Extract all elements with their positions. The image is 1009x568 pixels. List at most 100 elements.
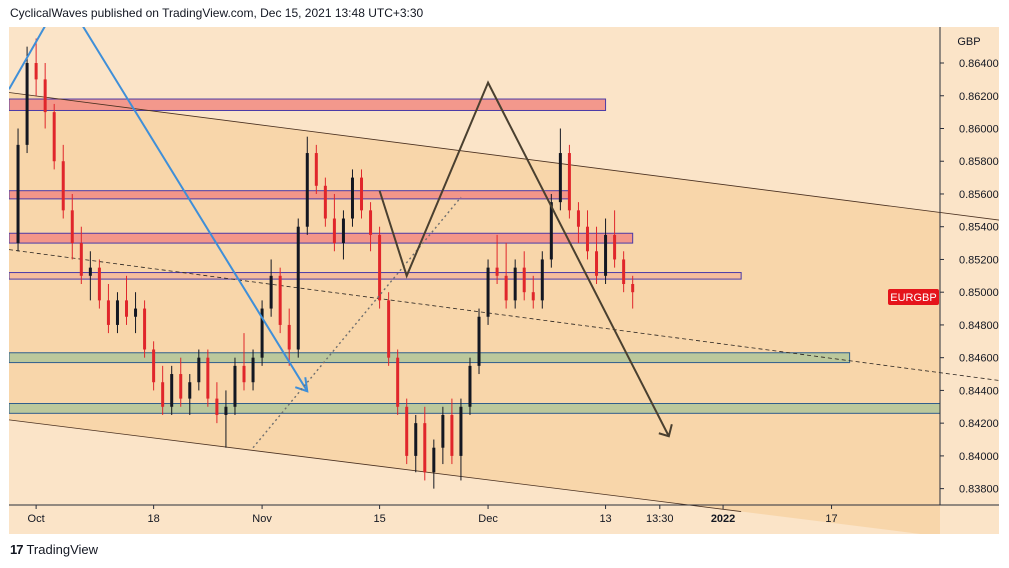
support-zone-5 [9, 403, 941, 414]
channel-upper-line [9, 92, 999, 221]
candle-body-6 [70, 210, 74, 244]
price-tick-label-11: 0.84200 [959, 418, 999, 430]
candle-body-47 [441, 414, 445, 448]
price-axis-ticks: 0.86400 0.86200 0.86000 0.85800 0.85600 0.854… [940, 58, 999, 496]
time-tick-label-5: 13 [599, 513, 611, 525]
price-tick-label-8: 0.84800 [959, 320, 999, 332]
price-tick-label-9: 0.84600 [959, 353, 999, 365]
candle-body-36 [341, 218, 345, 244]
candle-body-20 [197, 357, 201, 383]
candle-body-41 [387, 300, 391, 358]
price-tick-label-0: 0.86400 [959, 58, 999, 70]
tradingview-logo-icon[interactable]: 17 [10, 542, 24, 557]
price-tick-label-3: 0.85800 [959, 156, 999, 168]
candle-body-63 [585, 226, 589, 252]
candle-body-46 [432, 447, 436, 473]
candle-body-66 [613, 234, 617, 260]
forecast-zigzag-line [378, 80, 670, 437]
candle-body-40 [378, 234, 382, 301]
price-tick-label-12: 0.84000 [959, 451, 999, 463]
candle-body-55 [513, 267, 517, 301]
candle-body-10 [106, 300, 110, 325]
candle-body-26 [251, 357, 255, 383]
candle-body-61 [567, 153, 571, 211]
candle-body-4 [52, 112, 56, 162]
candle-body-7 [79, 243, 83, 276]
time-tick-label-6: 13:30 [646, 513, 674, 525]
candle-body-0 [16, 144, 20, 244]
candle-body-23 [224, 406, 228, 415]
candle-body-43 [405, 406, 409, 456]
publish-info: CyclicalWaves published on TradingView.c… [10, 6, 424, 20]
candle-body-29 [278, 275, 282, 325]
candle-body-9 [97, 267, 101, 301]
candle-body-8 [88, 267, 92, 276]
candle-body-22 [215, 398, 219, 415]
candle-body-39 [369, 210, 373, 235]
candle-body-57 [531, 292, 535, 301]
candle-body-28 [269, 275, 273, 309]
blue-arrow-line [9, 27, 309, 392]
symbol-badge-label: EURGBP [890, 292, 936, 304]
candle-body-18 [179, 374, 183, 399]
price-chart[interactable]: 0.86400 0.86200 0.86000 0.85800 0.85600 0.854… [9, 27, 999, 534]
price-tick-label-1: 0.86200 [959, 91, 999, 103]
price-tick-label-13: 0.83800 [959, 484, 999, 496]
candle-body-21 [206, 357, 210, 399]
candle-body-25 [242, 365, 246, 383]
channel-lower-line [9, 419, 742, 512]
time-tick-label-2: Nov [252, 513, 272, 525]
currency-label: GBP [957, 36, 980, 48]
candle-body-67 [622, 259, 626, 285]
candle-body-60 [558, 153, 562, 203]
candles-layer [16, 38, 635, 489]
candle-body-1 [25, 63, 29, 145]
candle-body-50 [468, 365, 472, 407]
time-tick-label-1: 18 [147, 513, 159, 525]
tradingview-brand[interactable]: TradingView [26, 542, 99, 557]
candle-body-51 [477, 316, 481, 366]
candle-body-19 [188, 382, 192, 399]
candle-body-14 [143, 308, 147, 350]
candle-body-38 [360, 177, 364, 211]
candle-body-42 [396, 357, 400, 407]
candle-body-48 [450, 414, 454, 456]
candle-body-62 [576, 210, 580, 227]
resistance-zone-3 [9, 272, 742, 280]
trend-lines-layer [9, 92, 999, 512]
price-tick-label-5: 0.85400 [959, 222, 999, 234]
footer: 17 TradingView [10, 542, 98, 557]
candle-body-17 [170, 374, 174, 407]
forecast-arrow-head-icon [658, 424, 673, 438]
candle-body-31 [296, 226, 300, 350]
resistance-zone-0 [9, 98, 607, 111]
candle-body-30 [287, 324, 291, 350]
candle-body-54 [504, 275, 508, 301]
candle-body-59 [549, 202, 553, 260]
candle-body-44 [414, 423, 418, 456]
candle-body-65 [604, 234, 608, 276]
candle-body-68 [631, 284, 635, 293]
price-tick-label-6: 0.85200 [959, 254, 999, 266]
candle-body-49 [459, 406, 463, 456]
candle-body-34 [323, 185, 327, 219]
candle-body-58 [540, 259, 544, 301]
symbol-badge[interactable] [888, 289, 939, 305]
candle-body-2 [34, 63, 38, 80]
candle-body-3 [43, 79, 47, 113]
candle-body-27 [260, 308, 264, 358]
time-tick-label-4: Dec [478, 513, 498, 525]
candle-body-53 [495, 267, 499, 276]
candle-body-32 [305, 153, 309, 227]
channel-fill [9, 92, 940, 534]
candle-body-35 [332, 218, 336, 244]
support-zone-4 [9, 352, 851, 364]
drawings-layer [9, 27, 673, 449]
price-tick-label-2: 0.86000 [959, 123, 999, 135]
time-tick-label-3: 15 [373, 513, 385, 525]
candle-body-12 [125, 300, 129, 317]
time-tick-label-7: 2022 [711, 513, 735, 525]
candle-body-11 [115, 300, 119, 325]
time-axis-ticks: Oct 18 Nov 15 Dec 13 13:30 2022 17 [28, 505, 838, 525]
dotted-trend-line [252, 196, 462, 449]
